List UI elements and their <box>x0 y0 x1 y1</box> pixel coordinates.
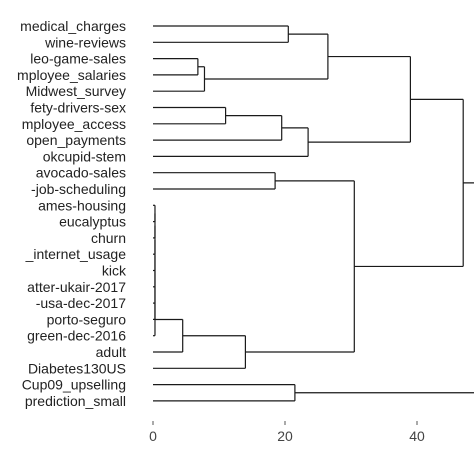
leaf-label: prediction_small <box>25 393 126 409</box>
leaf-label: adult <box>96 344 126 360</box>
leaf-label: green-dec-2016 <box>27 328 126 344</box>
x-tick-label: 20 <box>277 428 293 444</box>
leaf-label: open_payments <box>26 132 126 148</box>
x-tick-label: 40 <box>409 428 425 444</box>
leaf-label: leo-game-sales <box>30 51 126 67</box>
leaf-label: medical_charges <box>20 18 126 34</box>
leaf-label: Midwest_survey <box>26 83 126 99</box>
leaf-label: mployee_access <box>22 116 126 132</box>
leaf-label: avocado-sales <box>36 165 126 181</box>
leaf-label: churn <box>91 230 126 246</box>
leaf-label: ames-housing <box>38 197 126 213</box>
leaf-label: eucalyptus <box>59 214 126 230</box>
x-tick-label: 0 <box>149 428 157 444</box>
leaf-label: Cup09_upselling <box>22 377 126 393</box>
leaf-label: atter-ukair-2017 <box>27 279 126 295</box>
dendrogram-branches <box>153 25 474 402</box>
leaf-label: okcupid-stem <box>43 148 126 164</box>
leaf-label: porto-seguro <box>47 311 127 327</box>
leaf-label: Diabetes130US <box>28 360 126 376</box>
leaf-label: _internet_usage <box>25 246 127 262</box>
leaf-label: wine-reviews <box>44 34 126 50</box>
leaf-label: mployee_salaries <box>17 67 126 83</box>
leaf-labels: medical_chargeswine-reviewsleo-game-sale… <box>17 18 127 409</box>
x-axis: 0 20 40 <box>149 421 425 444</box>
leaf-label: -job-scheduling <box>31 181 126 197</box>
leaf-label: fety-drivers-sex <box>30 100 126 116</box>
leaf-label: kick <box>102 263 127 279</box>
leaf-label: -usa-dec-2017 <box>36 295 126 311</box>
